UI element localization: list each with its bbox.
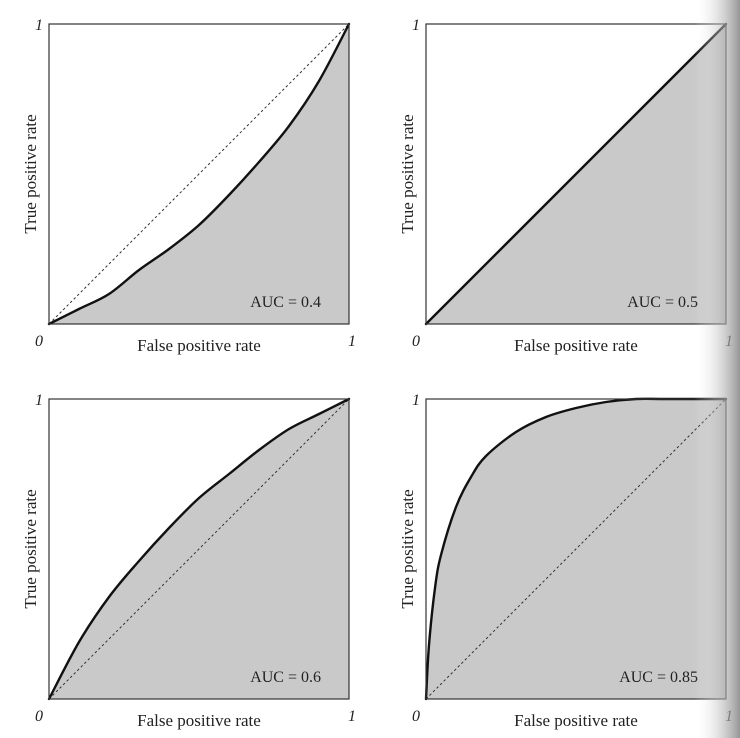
x-tick-label-0: 0: [412, 708, 420, 725]
y-axis-label: True positive rate: [21, 114, 40, 233]
y-axis-label: True positive rate: [398, 114, 417, 233]
roc-curve: [47, 22, 351, 326]
roc-curve: [424, 22, 728, 326]
roc-curve: [47, 397, 351, 701]
auc-area: [49, 24, 349, 324]
x-tick-label-0: 0: [35, 708, 43, 725]
roc-panel-1: 0 1 1 False positive rate True positive rate…: [21, 17, 356, 355]
x-axis-label: False positive rate: [514, 711, 638, 730]
y-tick-label-1: 1: [35, 392, 43, 409]
y-tick-label-1: 1: [412, 392, 420, 409]
y-tick-label-1: 1: [35, 17, 43, 34]
x-tick-label-0: 0: [35, 333, 43, 350]
y-axis-label: True positive rate: [398, 489, 417, 608]
auc-annotation: AUC = 0.4: [250, 294, 321, 311]
y-tick-label-1: 1: [412, 17, 420, 34]
auc-annotation: AUC = 0.6: [250, 669, 321, 686]
page-edge-shadow: [694, 0, 740, 738]
auc-annotation: AUC = 0.5: [627, 294, 698, 311]
auc-annotation: AUC = 0.85: [619, 669, 698, 686]
chance-diagonal: [48, 398, 350, 700]
x-axis-label: False positive rate: [137, 711, 261, 730]
x-tick-label-1: 1: [348, 333, 356, 350]
x-axis-label: False positive rate: [137, 336, 261, 355]
x-tick-label-0: 0: [412, 333, 420, 350]
chance-diagonal: [48, 23, 350, 325]
plot-frame: [48, 398, 350, 700]
x-axis-label: False positive rate: [514, 336, 638, 355]
y-axis-label: True positive rate: [21, 489, 40, 608]
chance-diagonal: [425, 398, 727, 700]
x-tick-label-1: 1: [348, 708, 356, 725]
plot-frame: [48, 23, 350, 325]
roc-panel-3: 0 1 1 False positive rate True positive rate…: [21, 392, 356, 730]
roc-panels: 0 1 1 False positive rate True positive rate…: [21, 17, 733, 730]
